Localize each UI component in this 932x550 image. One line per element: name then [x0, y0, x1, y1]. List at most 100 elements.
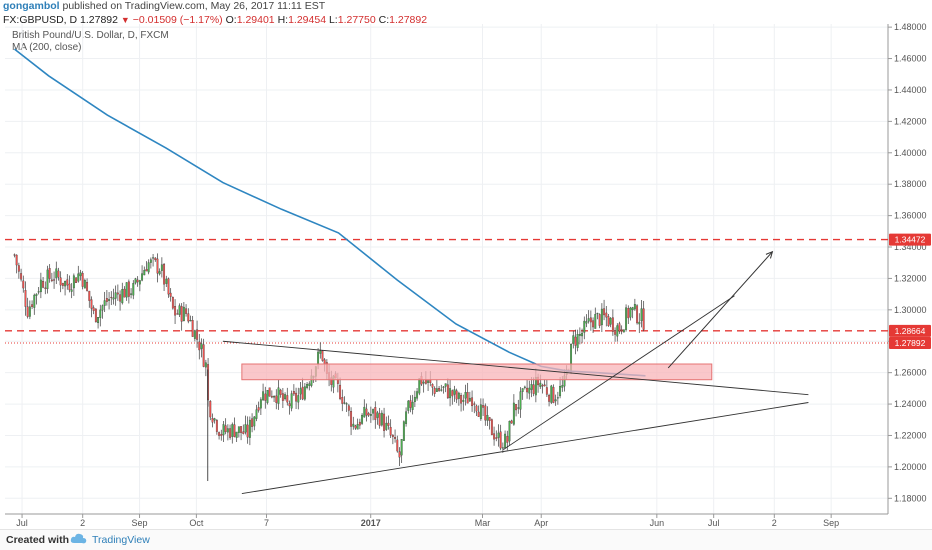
candle-up [121, 289, 124, 304]
candle-down [218, 432, 221, 436]
candle-up [213, 418, 216, 421]
candle-up [587, 318, 590, 322]
candle-down [396, 439, 399, 452]
y-tick-label: 1.40000 [894, 148, 927, 158]
candle-up [28, 306, 31, 317]
candle-down [350, 411, 353, 427]
candle-down [42, 281, 45, 288]
candle-down [605, 312, 608, 318]
candle-up [462, 399, 465, 402]
candle-down [187, 313, 190, 322]
candle-down [365, 408, 368, 416]
candle-down [31, 304, 34, 307]
candle-up [101, 305, 104, 311]
candle-up [530, 384, 533, 390]
projection-arrow [667, 251, 773, 369]
candle-up [594, 314, 597, 329]
candle-up [556, 397, 559, 399]
candle-up [523, 386, 526, 388]
symbol: FX:GBPUSD, D [3, 14, 78, 26]
candle-down [301, 386, 304, 400]
candle-down [22, 280, 25, 289]
candle-down [499, 431, 502, 449]
candle-down [268, 387, 271, 397]
candle-up [616, 325, 619, 337]
candle-up [418, 378, 421, 394]
candle-down [394, 437, 397, 439]
x-tick-label: 7 [264, 518, 269, 528]
candle-down [515, 404, 518, 411]
candle-down [116, 292, 119, 295]
candle-up [583, 320, 586, 333]
candle-down [466, 392, 469, 404]
candle-up [363, 406, 366, 418]
candle-up [585, 321, 588, 324]
candle-down [176, 313, 179, 315]
candle-down [391, 434, 394, 437]
candle-up [259, 399, 262, 409]
indicator-name[interactable]: MA (200, close) [12, 42, 82, 53]
tradingview-brand[interactable]: TradingView [92, 534, 150, 546]
y-tick-label: 1.18000 [894, 493, 927, 503]
trend-line [222, 340, 809, 396]
candle-down [86, 281, 89, 291]
candle-down [53, 279, 56, 281]
candle-up [33, 294, 36, 308]
y-tick-label: 1.38000 [894, 179, 927, 189]
candle-down [495, 437, 498, 439]
candle-up [352, 423, 355, 427]
candle-down [598, 314, 601, 326]
candle-down [475, 405, 478, 412]
candle-down [541, 385, 544, 387]
candle-up [521, 388, 524, 392]
candle-up [640, 308, 643, 322]
open-value: 1.29401 [236, 14, 275, 26]
level-price-label: 1.28664 [895, 326, 926, 336]
y-tick-label: 1.24000 [894, 399, 927, 409]
candle-down [473, 403, 476, 405]
candle-up [572, 335, 575, 344]
high-value: 1.29454 [288, 14, 327, 26]
candle-up [554, 399, 557, 402]
candle-up [39, 279, 42, 293]
candle-up [622, 329, 625, 333]
candle-up [83, 280, 86, 289]
candle-down [611, 317, 614, 332]
candle-up [253, 416, 256, 427]
open-label: O: [225, 14, 237, 26]
candle-down [409, 400, 412, 408]
candle-up [405, 411, 408, 424]
y-tick-label: 1.36000 [894, 211, 927, 221]
candle-up [380, 412, 383, 426]
candle-up [479, 404, 482, 420]
candle-down [48, 268, 51, 279]
candle-up [600, 308, 603, 326]
username[interactable]: gongambol [3, 0, 60, 12]
candle-down [286, 395, 289, 403]
candle-up [165, 278, 168, 284]
footer: Created with TradingView [0, 529, 932, 550]
candle-down [506, 436, 509, 443]
y-tick-label: 1.22000 [894, 430, 927, 440]
candle-up [77, 273, 80, 282]
level-price-label: 1.34472 [895, 235, 926, 245]
candle-down [17, 265, 20, 272]
candle-up [385, 422, 388, 430]
candle-down [229, 428, 232, 438]
candle-down [202, 344, 205, 367]
candle-down [374, 407, 377, 420]
candle-down [15, 254, 18, 266]
candle-up [226, 428, 229, 433]
candle-up [97, 317, 100, 324]
candle-up [449, 388, 452, 399]
candle-up [319, 350, 322, 354]
high-label: H: [277, 14, 289, 26]
candle-down [13, 254, 16, 256]
candle-down [246, 424, 249, 438]
candle-down [433, 387, 436, 394]
candle-down [636, 305, 639, 324]
candle-down [169, 292, 172, 297]
trend-line [241, 402, 809, 495]
candle-up [578, 333, 581, 336]
